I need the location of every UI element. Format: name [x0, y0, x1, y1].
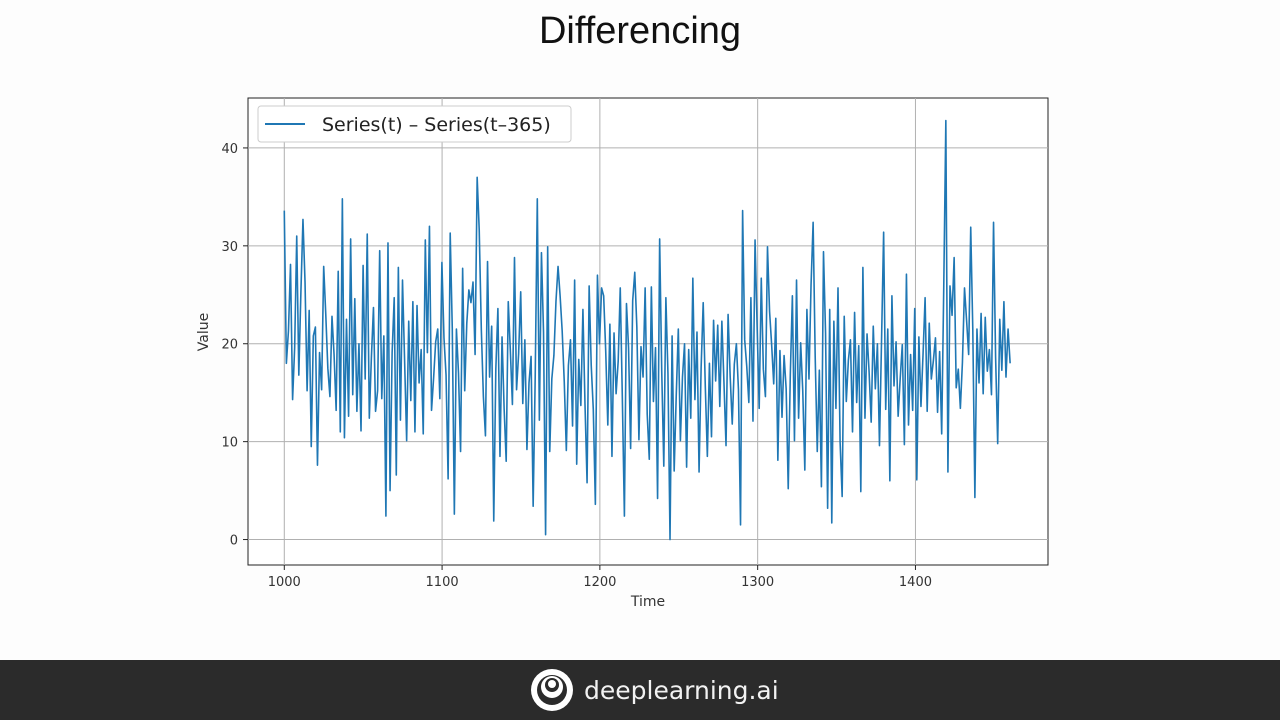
- brand-name: deeplearning.ai: [584, 675, 779, 705]
- y-tick-label: 40: [221, 142, 238, 157]
- x-axis-label: Time: [630, 594, 665, 610]
- y-axis-label: Value: [196, 313, 212, 351]
- line-chart: 1000 1100 1200 1300 1400 0 10 20 30 40 Time Valu…: [196, 97, 1049, 610]
- x-tick-label: 1200: [583, 575, 616, 590]
- legend-label: Series(t) – Series(t–365): [322, 114, 551, 136]
- y-tick-label: 30: [221, 240, 238, 255]
- footer-bar: deeplearning.ai: [0, 660, 1280, 720]
- x-tick-label: 1300: [741, 575, 774, 590]
- x-tick-label: 1400: [899, 575, 932, 590]
- y-tick-label: 10: [221, 436, 238, 451]
- x-tick-label: 1100: [426, 575, 459, 590]
- legend-box: [257, 105, 572, 143]
- deeplearning-ai-logo-icon: [531, 669, 573, 711]
- x-tick-label: 1000: [268, 575, 301, 590]
- y-tick-label: 0: [230, 534, 238, 549]
- y-axis-ticks: 0 10 20 30 40: [221, 142, 248, 549]
- series-line: [283, 119, 1011, 541]
- brand: deeplearning.ai: [530, 667, 779, 713]
- y-tick-label: 20: [221, 338, 238, 353]
- slide-title: Differencing: [538, 10, 742, 52]
- x-axis-ticks: 1000 1100 1200 1300 1400: [268, 565, 932, 590]
- legend: Series(t) – Series(t–365): [257, 105, 572, 143]
